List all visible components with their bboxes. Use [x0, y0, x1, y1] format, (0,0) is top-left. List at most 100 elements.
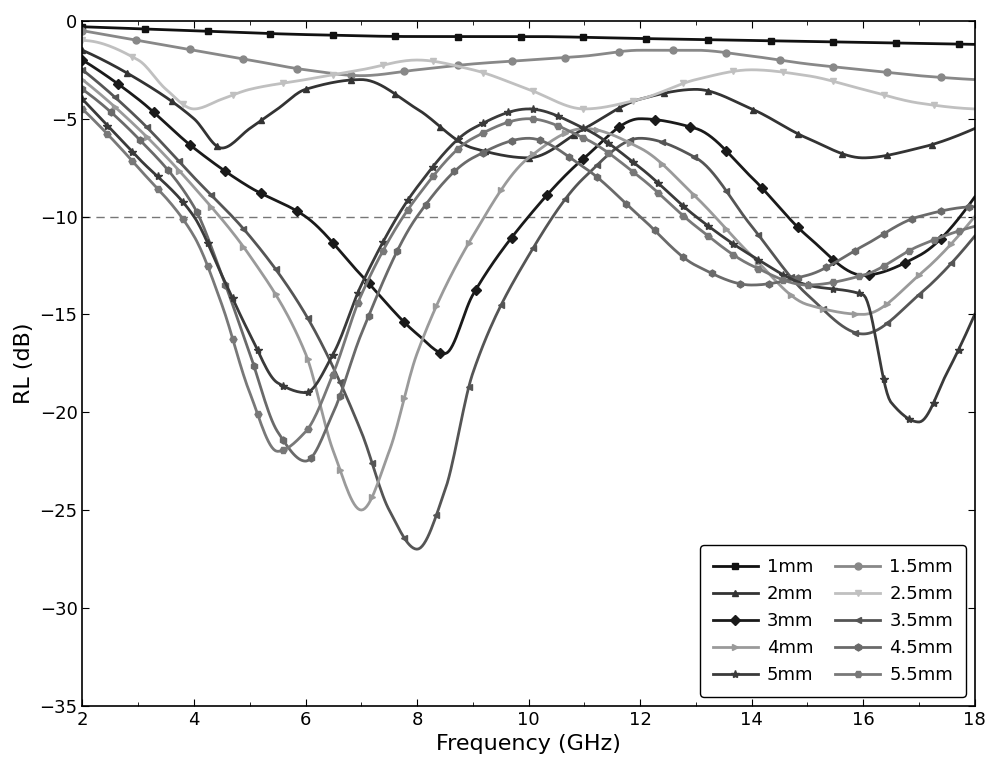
Y-axis label: RL (dB): RL (dB): [14, 323, 34, 404]
5mm: [506, 107, 518, 116]
2mm: [559, 136, 571, 145]
5.5mm: [76, 104, 88, 114]
Legend: 1mm, 2mm, 3mm, 4mm, 5mm, 1.5mm, 2.5mm, 3.5mm, 4.5mm, 5.5mm: 1mm, 2mm, 3mm, 4mm, 5mm, 1.5mm, 2.5mm, 3…: [700, 545, 966, 697]
2mm: [608, 107, 620, 116]
5.5mm: [561, 125, 573, 134]
2mm: [506, 152, 518, 161]
2.5mm: [969, 104, 981, 114]
Line: 3mm: 3mm: [79, 57, 978, 357]
1.5mm: [506, 57, 518, 66]
2mm: [858, 154, 870, 163]
4.5mm: [949, 204, 961, 213]
5.5mm: [609, 154, 621, 163]
2.5mm: [608, 101, 620, 110]
5mm: [913, 417, 925, 426]
3.5mm: [609, 144, 621, 154]
Line: 1.5mm: 1.5mm: [79, 27, 978, 83]
5mm: [559, 114, 571, 124]
4mm: [76, 75, 88, 84]
5mm: [76, 94, 88, 104]
1.5mm: [608, 48, 620, 57]
4mm: [507, 169, 519, 178]
3.5mm: [810, 298, 822, 307]
1mm: [559, 32, 571, 41]
Line: 3.5mm: 3.5mm: [79, 66, 978, 553]
Line: 2mm: 2mm: [79, 47, 978, 161]
5.5mm: [969, 222, 981, 231]
2.5mm: [76, 36, 88, 45]
2mm: [76, 45, 88, 55]
3mm: [561, 169, 573, 178]
1mm: [608, 33, 620, 42]
5.5mm: [271, 447, 283, 456]
4mm: [609, 131, 621, 141]
4mm: [969, 212, 981, 221]
4.5mm: [300, 456, 312, 465]
Line: 4mm: 4mm: [79, 76, 978, 514]
5mm: [500, 108, 512, 118]
4mm: [810, 303, 822, 312]
4.5mm: [507, 136, 519, 145]
5.5mm: [810, 280, 822, 290]
3.5mm: [507, 277, 519, 286]
4mm: [561, 127, 573, 137]
1mm: [808, 37, 820, 46]
3.5mm: [76, 65, 88, 74]
2mm: [949, 132, 961, 141]
1mm: [500, 32, 512, 41]
4mm: [502, 176, 514, 185]
5mm: [808, 282, 820, 291]
3mm: [507, 230, 519, 240]
1mm: [76, 22, 88, 31]
2.5mm: [947, 103, 959, 112]
2mm: [808, 137, 820, 146]
2.5mm: [500, 76, 512, 85]
1.5mm: [559, 53, 571, 62]
5.5mm: [502, 118, 514, 127]
4mm: [949, 235, 961, 244]
4mm: [355, 505, 367, 515]
3mm: [76, 55, 88, 65]
4.5mm: [810, 268, 822, 277]
3mm: [439, 349, 451, 358]
2.5mm: [506, 78, 518, 88]
4.5mm: [561, 151, 573, 160]
5mm: [969, 310, 981, 319]
3mm: [949, 218, 961, 227]
2mm: [500, 151, 512, 161]
X-axis label: Frequency (GHz): Frequency (GHz): [436, 734, 621, 754]
3.5mm: [502, 287, 514, 296]
3mm: [969, 192, 981, 201]
4.5mm: [609, 189, 621, 198]
1.5mm: [76, 26, 88, 35]
3.5mm: [411, 545, 423, 554]
3mm: [609, 125, 621, 134]
3.5mm: [561, 192, 573, 201]
Line: 4.5mm: 4.5mm: [79, 86, 978, 465]
3mm: [502, 237, 514, 247]
1mm: [969, 40, 981, 49]
1mm: [506, 32, 518, 41]
2mm: [969, 124, 981, 133]
3.5mm: [969, 231, 981, 240]
1.5mm: [808, 60, 820, 69]
2.5mm: [559, 101, 571, 110]
3.5mm: [949, 255, 961, 264]
Line: 5.5mm: 5.5mm: [79, 105, 978, 455]
Line: 2.5mm: 2.5mm: [79, 37, 978, 112]
4.5mm: [76, 84, 88, 94]
3mm: [810, 239, 822, 248]
5.5mm: [507, 116, 519, 125]
2.5mm: [808, 72, 820, 81]
4.5mm: [969, 202, 981, 211]
5mm: [949, 353, 961, 362]
5mm: [608, 142, 620, 151]
1.5mm: [500, 57, 512, 66]
Line: 1mm: 1mm: [79, 23, 978, 48]
Line: 5mm: 5mm: [78, 95, 979, 426]
1.5mm: [947, 74, 959, 83]
1mm: [947, 39, 959, 48]
5.5mm: [949, 227, 961, 237]
4.5mm: [502, 137, 514, 147]
1.5mm: [969, 75, 981, 84]
